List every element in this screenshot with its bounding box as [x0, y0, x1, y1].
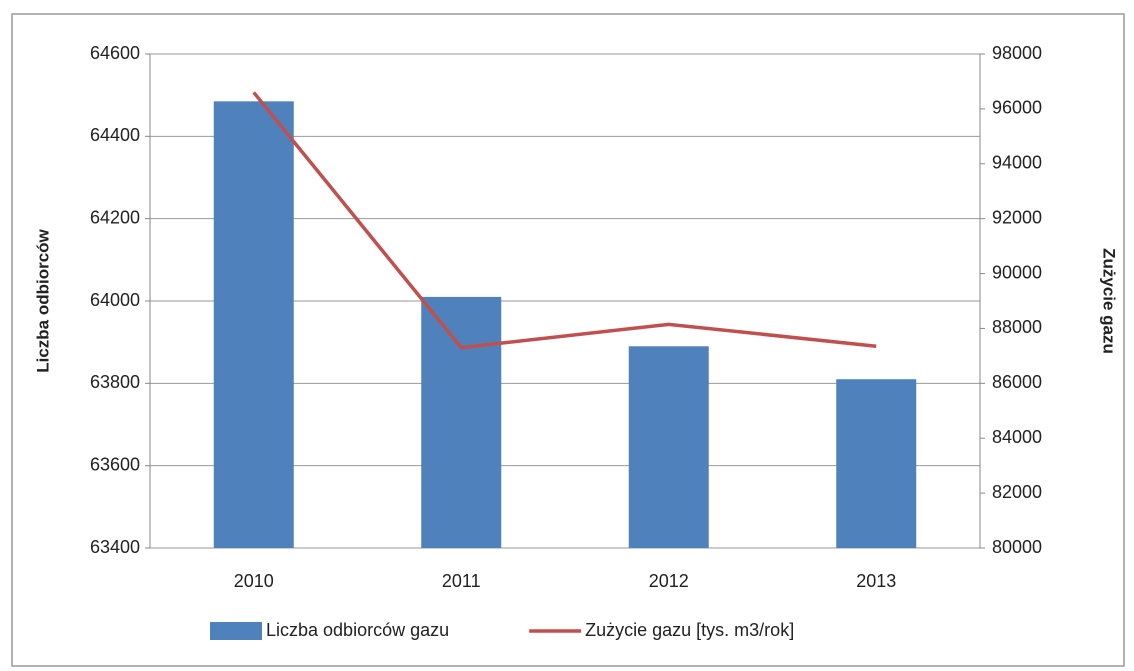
y2-tick-label: 94000 — [992, 153, 1042, 173]
chart-frame — [11, 13, 1125, 667]
y2-tick-label: 86000 — [992, 372, 1042, 392]
y-tick-label: 63600 — [90, 454, 140, 474]
y-tick-label: 63400 — [90, 537, 140, 557]
x-tick-label: 2010 — [234, 571, 274, 591]
y2-tick-label: 98000 — [992, 43, 1042, 63]
x-tick-label: 2012 — [649, 571, 689, 591]
line — [252, 91, 877, 350]
legend-label: Liczba odbiorców gazu — [266, 620, 449, 640]
y-tick-label: 64400 — [90, 125, 140, 145]
y2-tick-label: 80000 — [992, 537, 1042, 557]
legend-label: Zużycie gazu [tys. m3/rok] — [585, 620, 794, 640]
legend-swatch — [210, 622, 262, 640]
y2-tick-label: 96000 — [992, 98, 1042, 118]
y2-tick-label: 92000 — [992, 207, 1042, 227]
y2-tick-label: 90000 — [992, 262, 1042, 282]
y2-tick-label: 82000 — [992, 482, 1042, 502]
bar — [836, 379, 917, 548]
bar — [628, 346, 709, 548]
y2-tick-label: 88000 — [992, 317, 1042, 337]
y2-axis-label: Zużycie gazu — [1100, 248, 1119, 354]
bar — [213, 101, 294, 548]
x-tick-label: 2011 — [442, 571, 481, 591]
x-tick-label: 2013 — [856, 571, 896, 591]
y-tick-label: 64000 — [90, 290, 140, 310]
y-tick-label: 64200 — [90, 207, 140, 227]
bar — [421, 296, 502, 548]
y-tick-label: 64600 — [90, 43, 140, 63]
y2-tick-label: 84000 — [992, 427, 1042, 447]
y-axis-label: Liczba odbiorców — [33, 228, 52, 372]
y-tick-label: 63800 — [90, 372, 140, 392]
